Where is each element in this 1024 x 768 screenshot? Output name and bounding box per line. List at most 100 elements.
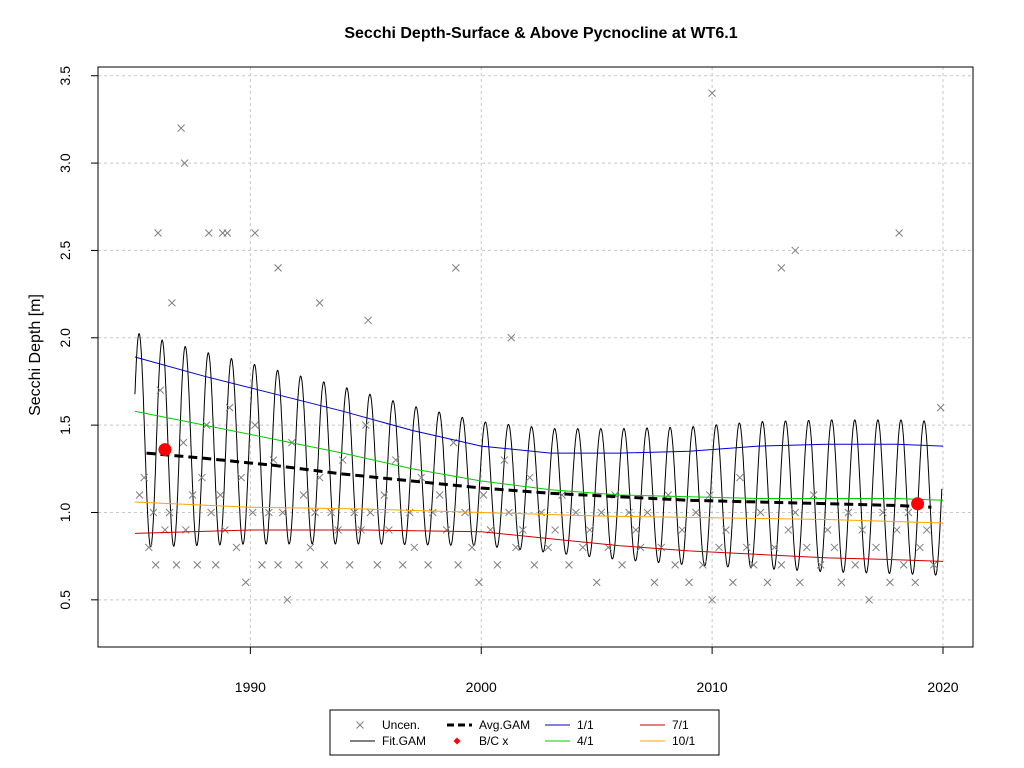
uncen-point <box>592 578 601 587</box>
uncen-point-stroke <box>251 421 259 429</box>
uncen-point-stroke <box>207 508 215 517</box>
uncen-point-stroke <box>844 508 853 517</box>
uncen-point-stroke <box>198 473 206 482</box>
uncen-point-stroke <box>858 526 867 534</box>
bc-point <box>158 443 172 457</box>
uncen-point <box>295 561 303 569</box>
legend-item: Avg.GAM <box>447 718 530 732</box>
uncen-point <box>258 561 266 569</box>
uncen-point <box>671 561 680 569</box>
uncen-point-stroke <box>417 473 426 482</box>
uncen-point <box>251 421 259 429</box>
uncen-point <box>140 473 149 482</box>
uncen-point <box>221 526 229 534</box>
uncen-point <box>692 508 700 517</box>
uncen-point-stroke <box>221 526 229 534</box>
uncen-point-stroke <box>816 561 825 569</box>
uncensored-points <box>135 89 945 604</box>
uncen-point-stroke <box>585 526 594 534</box>
uncen-point <box>306 543 315 552</box>
legend-label: Uncen. <box>382 718 420 732</box>
uncen-point-stroke <box>248 508 257 517</box>
uncen-point <box>311 508 319 517</box>
uncen-point <box>468 543 476 552</box>
uncen-point <box>530 561 539 569</box>
uncen-point-stroke <box>879 508 887 517</box>
bc-points <box>158 443 925 511</box>
legend-cross <box>356 721 364 729</box>
uncen-point <box>269 456 278 464</box>
uncen-point <box>685 578 693 587</box>
uncen-point <box>151 561 160 569</box>
uncen-point-stroke <box>657 543 666 552</box>
uncen-point <box>204 229 213 237</box>
uncen-point-stroke <box>364 316 372 325</box>
uncen-point <box>722 526 730 534</box>
uncen-point-stroke <box>729 578 737 587</box>
legend-label: 10/1 <box>672 734 696 748</box>
uncen-point <box>505 508 513 517</box>
uncen-point <box>218 229 227 237</box>
uncen-point-stroke <box>597 508 606 517</box>
uncen-point-stroke <box>678 526 686 534</box>
uncen-point-stroke <box>518 526 527 534</box>
uncen-point-stroke <box>525 473 534 482</box>
uncen-point <box>735 473 744 482</box>
axes: 1990 2000 2010 2020 0.5 1.0 1.5 2.0 2.5 3.0 3.5 <box>57 66 959 695</box>
uncen-point <box>188 491 197 499</box>
uncen-point <box>493 561 502 569</box>
uncen-point-stroke <box>777 561 786 569</box>
uncen-point <box>207 508 215 517</box>
uncen-point <box>211 561 220 569</box>
uncen-point-stroke <box>251 229 259 237</box>
x-tick-label: 2000 <box>466 679 497 695</box>
uncen-point-stroke <box>777 264 786 272</box>
uncen-point <box>922 526 931 534</box>
uncen-point <box>361 421 370 429</box>
uncen-point <box>435 491 444 499</box>
uncen-point-stroke <box>643 508 652 517</box>
uncen-point <box>264 508 273 517</box>
uncen-point-stroke <box>179 438 188 447</box>
uncen-point <box>216 491 225 499</box>
uncen-point <box>729 578 737 587</box>
uncen-point <box>156 386 165 395</box>
uncen-point-stroke <box>791 246 800 255</box>
uncen-point <box>657 543 666 552</box>
legend-diamond <box>453 737 461 745</box>
uncen-point <box>916 543 924 552</box>
uncen-point-stroke <box>500 456 509 464</box>
uncen-point-stroke <box>366 508 375 517</box>
uncen-point-stroke <box>936 403 945 412</box>
uncen-point <box>895 229 903 237</box>
uncen-point-stroke <box>632 526 640 534</box>
uncen-point-stroke <box>204 229 213 237</box>
legend-label: B/C x <box>479 734 508 748</box>
series-line-71 <box>134 529 944 562</box>
uncen-point <box>708 595 716 604</box>
uncen-point-stroke <box>530 561 539 569</box>
uncen-point <box>777 561 786 569</box>
uncen-point-stroke <box>749 561 758 569</box>
uncen-point <box>232 543 241 552</box>
uncen-point-stroke <box>742 543 751 552</box>
uncen-point <box>844 508 853 517</box>
uncen-point-stroke <box>216 491 225 499</box>
uncen-point-stroke <box>872 543 880 552</box>
x-tick-label: 1990 <box>235 679 266 695</box>
uncen-point-stroke <box>558 491 566 499</box>
uncen-point <box>154 229 162 237</box>
uncen-point <box>565 561 573 569</box>
uncen-point-stroke <box>618 561 626 569</box>
uncen-point-stroke <box>708 595 716 604</box>
uncen-point-stroke <box>763 578 772 587</box>
uncen-point-stroke <box>188 491 197 499</box>
uncen-point-stroke <box>269 456 278 464</box>
uncen-point-stroke <box>151 561 160 569</box>
uncen-point <box>650 578 659 587</box>
uncen-point-stroke <box>435 491 444 499</box>
uncen-point <box>597 508 606 517</box>
x-tick-label: 2020 <box>927 679 958 695</box>
uncen-point <box>274 264 282 272</box>
